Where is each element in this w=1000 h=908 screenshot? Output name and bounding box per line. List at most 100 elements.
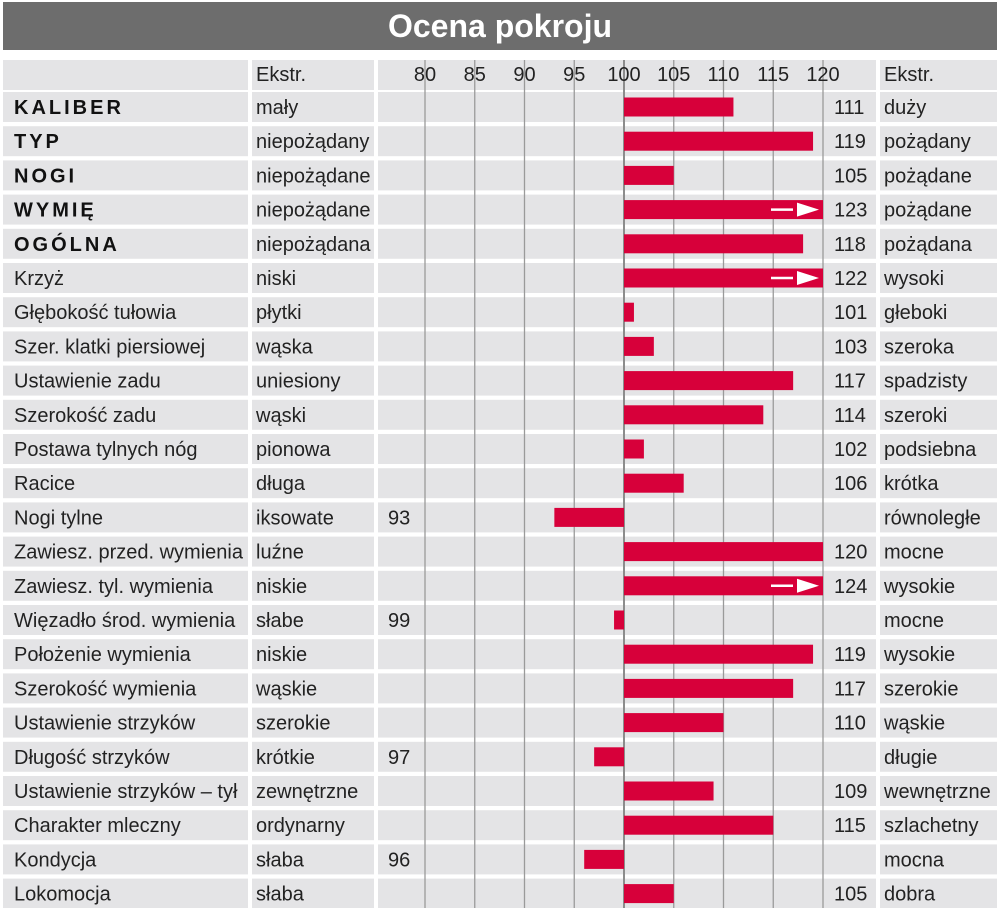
row-labels: KALIBER mały duży 111 TYP niepożądany pożądany… [14,97,991,906]
row-background [3,741,997,772]
left-extreme-label: pionowa [256,439,331,461]
header-right-extreme: Ekstr. [884,64,934,86]
right-extreme-label: szeroka [884,336,955,358]
trait-label: Szerokość wymienia [14,678,197,700]
trait-label: Kondycja [14,849,97,871]
data-bar [624,371,794,391]
row-background [3,365,997,396]
trait-label: WYMIĘ [14,200,97,222]
x-tick-label: 100 [607,64,640,86]
column-divider [876,60,880,908]
right-extreme-label: wąskie [883,713,945,735]
data-bar [624,234,804,254]
left-extreme-label: luźne [256,542,304,564]
trait-label: Lokomocja [14,884,112,906]
row-background [3,536,997,567]
row-background [3,160,997,191]
trait-label: Ustawienie strzyków [14,713,196,735]
row-background [3,434,997,464]
data-bar [614,610,624,630]
value-label: 118 [834,234,866,256]
row-background [3,844,997,875]
row-background [3,776,997,806]
right-extreme-label: szlachetny [884,815,979,837]
data-bar [624,200,823,220]
x-tick-label: 120 [806,64,839,86]
trait-label: Racice [14,473,75,495]
data-bar [624,542,823,562]
header-left-extreme: Ekstr. [256,64,306,86]
x-tick-label: 105 [657,64,690,86]
row-background [3,673,997,704]
row-background [3,297,997,328]
value-label: 101 [834,302,867,324]
overflow-arrow-head [797,578,819,593]
data-bar [624,576,823,596]
header-background [3,60,997,90]
trait-label: Położenie wymienia [14,644,192,666]
data-bar [594,747,624,767]
trait-label: KALIBER [14,97,124,119]
left-extreme-label: szerokie [256,713,330,735]
chart-title: Ocena pokroju [388,8,612,44]
row-background [3,263,997,293]
value-label: 106 [834,473,867,495]
value-label: 99 [388,610,410,632]
value-label: 124 [834,576,867,598]
row-backgrounds [3,60,997,908]
row-background [3,502,997,533]
trait-label: Długość strzyków [14,747,170,769]
right-extreme-label: duży [884,97,926,119]
right-extreme-label: równoległe [884,507,981,529]
left-extreme-label: wąskie [255,678,317,700]
x-tick-label: 80 [414,64,436,86]
left-extreme-label: płytki [256,302,302,324]
data-bar [624,678,794,698]
data-bar [624,97,734,117]
trait-label: Szer. klatki piersiowej [14,336,205,358]
right-extreme-label: mocna [884,849,945,871]
data-bar [624,713,724,733]
left-extreme-label: niepożądane [256,165,371,187]
row-background [3,399,997,430]
right-extreme-label: pożądane [884,200,972,222]
right-extreme-label: pożądana [884,234,973,256]
trait-label: Zawiesz. przed. wymienia [14,542,244,564]
data-bar [624,473,684,493]
data-bar [584,849,624,869]
right-extreme-label: pożądane [884,165,972,187]
left-extreme-label: długa [256,473,306,495]
left-extreme-label: niskie [256,576,307,598]
data-bar [624,268,823,288]
left-extreme-label: zewnętrzne [256,781,358,803]
data-bar [624,884,674,904]
left-extreme-label: iksowate [256,507,334,529]
left-extreme-label: słaba [256,849,305,871]
row-background [3,707,997,738]
x-tick-label: 110 [708,64,740,86]
right-extreme-label: wewnętrzne [883,781,991,803]
data-bar [624,815,774,835]
trait-label: Charakter mleczny [14,815,181,837]
row-background [3,639,997,670]
row-background [3,810,997,841]
data-bar [624,131,814,151]
right-extreme-label: pożądany [884,131,971,153]
trait-label: Krzyż [14,268,64,290]
data-bar [624,405,764,425]
value-label: 117 [834,371,866,393]
data-bar [624,781,714,801]
right-extreme-label: podsiebna [884,439,977,461]
data-bar [624,644,814,664]
x-tick-label: 90 [513,64,535,86]
row-background [3,605,997,635]
trait-label: NOGI [14,165,77,187]
row-background [3,878,997,908]
right-extreme-label: mocne [884,542,944,564]
data-bar [624,336,654,356]
left-extreme-label: niepożądane [256,200,371,222]
right-extreme-label: wysokie [883,576,955,598]
row-background [3,228,997,259]
value-label: 120 [834,542,867,564]
left-extreme-label: niski [256,268,296,290]
